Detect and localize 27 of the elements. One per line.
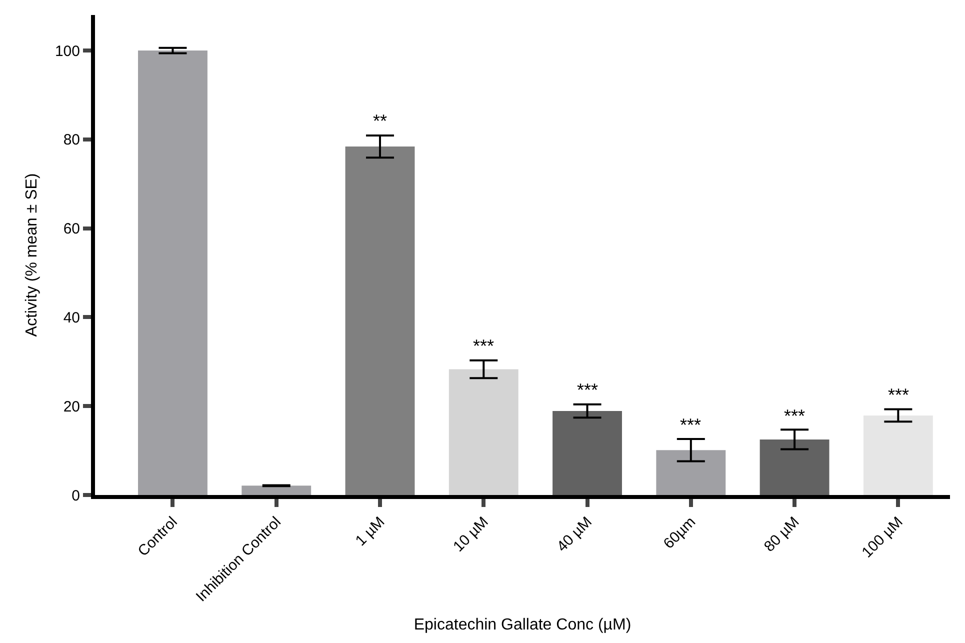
x-tick-label: 1 µM xyxy=(352,514,388,550)
bar xyxy=(448,369,518,495)
y-tick-label: 40 xyxy=(63,309,80,326)
bar xyxy=(138,50,208,495)
bar xyxy=(552,411,622,495)
x-tick-label: 40 µM xyxy=(554,514,596,556)
annotation: *** xyxy=(577,380,598,400)
bar xyxy=(656,450,726,495)
bar xyxy=(242,486,312,495)
annotation: *** xyxy=(888,385,910,405)
annotation: *** xyxy=(680,415,702,435)
bar xyxy=(345,146,415,495)
y-tick-label: 60 xyxy=(63,220,80,238)
bar xyxy=(863,415,933,495)
y-tick-label: 20 xyxy=(63,398,80,416)
x-tick-label: 10 µM xyxy=(450,514,492,556)
annotation: *** xyxy=(473,336,494,356)
bar xyxy=(760,439,830,495)
y-tick-label: 0 xyxy=(72,487,80,504)
y-axis-title: Activity (% mean ± SE) xyxy=(23,173,40,337)
y-tick-label: 100 xyxy=(54,42,80,60)
x-tick-label: 100 µM xyxy=(858,514,906,562)
x-axis-title: Epicatechin Gallate Conc (µM) xyxy=(414,616,632,634)
annotation: ** xyxy=(373,111,388,131)
y-tick-label: 80 xyxy=(63,132,80,149)
x-tick-label: 80 µM xyxy=(760,514,803,556)
annotation: *** xyxy=(784,406,806,426)
